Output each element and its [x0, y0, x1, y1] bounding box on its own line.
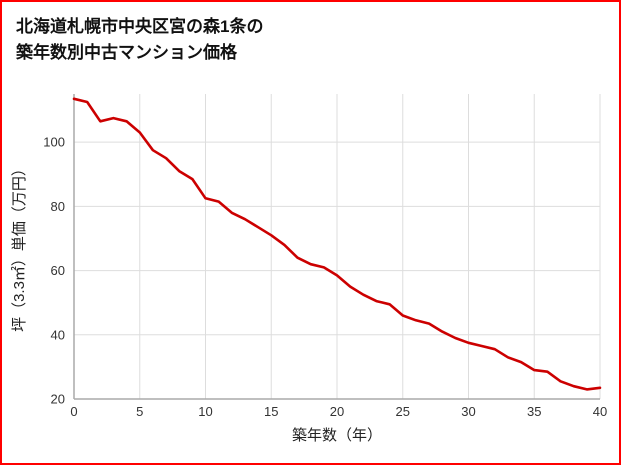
y-axis-label: 坪（3.3㎡）単価（万円）	[11, 161, 28, 332]
y-tick-label: 80	[51, 199, 65, 214]
x-tick-label: 15	[264, 404, 278, 419]
x-tick-label: 5	[136, 404, 143, 419]
x-tick-label: 10	[198, 404, 212, 419]
chart-title: 北海道札幌市中央区宮の森1条の 築年数別中古マンション価格	[16, 14, 263, 67]
x-tick-label: 20	[330, 404, 344, 419]
x-axis-label: 築年数（年）	[292, 426, 382, 444]
y-tick-label: 40	[51, 327, 65, 342]
y-tick-label: 20	[51, 392, 65, 407]
x-tick-label: 40	[593, 404, 607, 419]
x-tick-label: 30	[461, 404, 475, 419]
price-line-series	[72, 97, 602, 391]
x-tick-label: 35	[527, 404, 541, 419]
chart-title-line1: 北海道札幌市中央区宮の森1条の	[16, 17, 264, 36]
x-tick-label: 0	[70, 404, 77, 419]
chart-title-line2: 築年数別中古マンション価格	[16, 43, 237, 63]
y-tick-label: 100	[43, 135, 65, 150]
y-tick-label: 60	[51, 263, 65, 278]
x-tick-label: 25	[396, 404, 410, 419]
